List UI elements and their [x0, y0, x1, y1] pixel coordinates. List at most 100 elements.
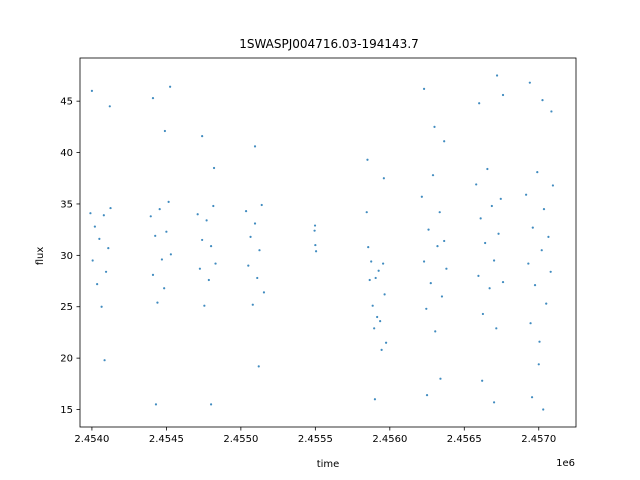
data-point — [149, 215, 152, 218]
data-point — [433, 125, 436, 128]
x-tick-label: 2.4550 — [223, 434, 258, 445]
data-point — [540, 249, 543, 252]
data-point — [371, 304, 374, 307]
data-point — [209, 403, 213, 406]
data-point — [536, 170, 539, 174]
data-point — [490, 204, 493, 208]
data-point — [160, 258, 164, 261]
data-point — [151, 96, 155, 100]
data-point — [203, 304, 206, 307]
data-point — [495, 74, 499, 77]
y-tick-label: 45 — [60, 97, 73, 108]
data-point — [431, 174, 435, 177]
data-point — [258, 249, 261, 252]
data-point — [436, 245, 439, 248]
data-point — [198, 267, 201, 270]
data-point — [551, 184, 555, 187]
data-point — [169, 253, 172, 256]
y-tick-label: 15 — [60, 405, 73, 416]
y-tick-label: 30 — [60, 251, 73, 262]
data-point — [244, 210, 248, 213]
data-point — [495, 327, 498, 330]
data-point — [531, 226, 534, 229]
data-point — [488, 287, 491, 290]
data-point — [209, 245, 213, 248]
data-point — [167, 200, 170, 203]
x-axis-label: time — [317, 459, 340, 470]
data-point — [379, 320, 382, 323]
data-point — [545, 302, 548, 305]
y-tick-label: 20 — [60, 354, 73, 365]
data-point — [484, 241, 487, 245]
data-point — [425, 394, 429, 397]
data-point — [477, 274, 480, 278]
data-point — [107, 247, 110, 250]
data-point — [422, 87, 426, 90]
data-point — [163, 287, 166, 290]
data-point — [434, 330, 437, 333]
data-point — [251, 303, 254, 306]
data-point — [383, 293, 386, 296]
data-point — [249, 235, 252, 238]
data-point — [373, 327, 376, 330]
data-point — [90, 89, 94, 92]
data-point — [376, 315, 379, 319]
data-point — [481, 312, 485, 316]
data-point — [492, 259, 496, 262]
data-point — [541, 99, 544, 102]
data-point — [108, 105, 111, 108]
data-point — [212, 204, 215, 208]
data-point — [542, 408, 545, 411]
y-axis-label: flux — [35, 247, 46, 266]
data-point — [429, 282, 432, 285]
data-point — [382, 262, 385, 265]
x-tick-label: 2.4555 — [298, 434, 333, 445]
data-point — [374, 276, 377, 280]
data-point — [550, 110, 553, 113]
chart-title: 1SWASPJ004716.03-194143.7 — [239, 37, 419, 51]
x-axis: 2.4540 2.4545 2.4550 2.4555 2.4560 2.4565 2.45… — [74, 427, 556, 445]
data-point — [481, 379, 484, 382]
y-tick-label: 25 — [60, 302, 73, 313]
data-point — [314, 250, 318, 253]
data-point — [445, 267, 448, 270]
x-tick-label: 2.4540 — [74, 434, 109, 445]
data-point — [109, 206, 112, 210]
data-point — [475, 183, 478, 186]
data-point — [163, 129, 166, 133]
data-point — [257, 365, 260, 368]
data-point — [527, 262, 530, 265]
data-point — [103, 359, 106, 362]
data-point — [165, 230, 168, 233]
data-point — [262, 291, 266, 294]
data-point — [427, 228, 430, 231]
data-point — [499, 197, 502, 200]
y-tick-label: 40 — [60, 148, 73, 159]
data-point — [478, 102, 481, 105]
x-tick-label: 2.4560 — [372, 434, 407, 445]
data-point — [542, 207, 546, 211]
data-point — [366, 158, 369, 161]
data-point — [373, 398, 377, 401]
data-point — [98, 237, 101, 240]
data-point — [247, 264, 250, 267]
data-point — [380, 348, 383, 352]
data-point — [313, 224, 317, 227]
data-point — [538, 340, 541, 343]
data-point — [154, 234, 157, 237]
data-point — [443, 140, 446, 143]
data-point — [253, 222, 257, 225]
data-point — [214, 262, 217, 265]
data-point — [533, 284, 537, 287]
data-point — [367, 246, 370, 249]
data-point — [497, 232, 500, 235]
data-point — [529, 322, 532, 325]
data-point — [212, 166, 216, 170]
data-point — [102, 214, 105, 217]
data-point — [501, 280, 505, 284]
data-point — [537, 363, 540, 366]
data-point — [154, 403, 158, 406]
data-point — [425, 307, 428, 310]
data-point — [205, 219, 208, 222]
